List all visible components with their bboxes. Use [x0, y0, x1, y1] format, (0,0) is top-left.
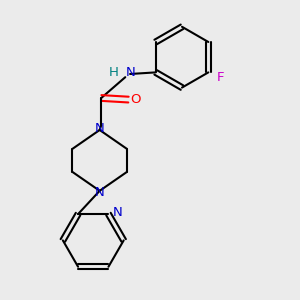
Text: F: F — [217, 71, 224, 84]
Text: N: N — [95, 186, 104, 199]
Text: N: N — [95, 122, 104, 135]
Text: N: N — [112, 206, 122, 219]
Text: N: N — [125, 66, 135, 79]
Text: O: O — [130, 93, 141, 106]
Text: H: H — [109, 66, 119, 79]
